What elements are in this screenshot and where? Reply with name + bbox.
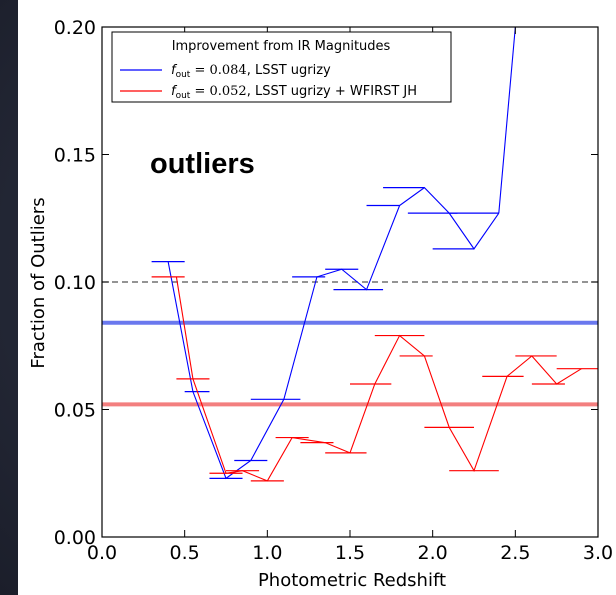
- x-tick-label: 1.5: [335, 542, 365, 564]
- legend-title: Improvement from IR Magnitudes: [172, 39, 391, 54]
- legend-f-symbol: f: [171, 84, 178, 99]
- x-tick-label: 1.0: [252, 542, 282, 564]
- legend-text: , LSST ugrizy + WFIRST JH: [247, 84, 417, 99]
- plot-border: [101, 26, 599, 538]
- legend-entry-lsst: fout = 0.084, LSST ugrizy: [171, 63, 331, 80]
- y-axis-label: Fraction of Outliers: [28, 197, 49, 368]
- legend-f-symbol: f: [171, 63, 178, 78]
- tick-labels-group: 0.0 0.5 1.0 1.5 2.0 2.5 3.0 0.00 0.05 0.10 0.15 0.2…: [54, 17, 613, 564]
- x-axis-label: Photometric Redshift: [258, 570, 446, 591]
- x-tick-label: 3.0: [583, 542, 613, 564]
- legend-subscript: out: [176, 91, 191, 101]
- legend-value: = 0.052: [190, 84, 246, 99]
- legend-box: [111, 31, 452, 103]
- legend-entry-lsst-wfirst: fout = 0.052, LSST ugrizy + WFIRST JH: [171, 84, 417, 101]
- x-tick-label: 2.0: [418, 542, 448, 564]
- y-tick-label: 0.15: [54, 145, 96, 167]
- legend-value: = 0.084: [190, 63, 246, 78]
- y-tick-label: 0.00: [54, 527, 96, 549]
- mean-lines-group: [102, 320, 598, 407]
- series-tail-0: [498, 26, 516, 214]
- x-tick-label: 2.5: [500, 542, 530, 564]
- outliers-annotation: outliers: [150, 148, 255, 180]
- legend: Improvement from IR Magnitudes fout = 0.…: [111, 31, 452, 103]
- x-tick-label: 0.5: [170, 542, 200, 564]
- legend-subscript: out: [176, 70, 191, 80]
- series-group: [151, 26, 598, 482]
- x-tick-label: 0.0: [87, 542, 117, 564]
- legend-text: , LSST ugrizy: [247, 63, 331, 78]
- y-tick-label: 0.05: [54, 400, 96, 422]
- y-tick-label: 0.20: [54, 17, 96, 39]
- y-tick-label: 0.10: [54, 272, 96, 294]
